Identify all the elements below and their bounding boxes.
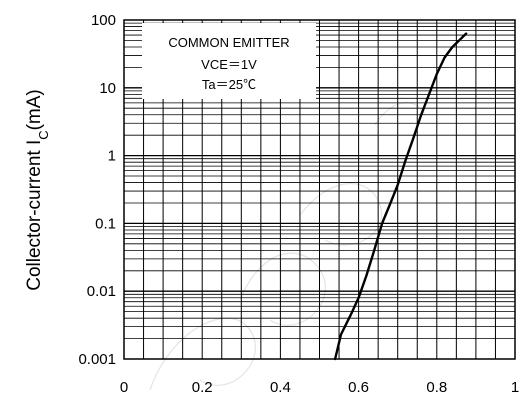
x-tick-label: 0.6	[348, 379, 369, 396]
plot-frame	[123, 19, 516, 360]
series-group	[333, 32, 468, 361]
y-tick-label: 0.001	[78, 351, 116, 368]
annotation-box: COMMON EMITTER VCE＝1V Ta＝25℃	[142, 23, 316, 99]
x-tick-label: 0.4	[270, 379, 291, 396]
x-tick-label: 0.2	[192, 379, 213, 396]
y-tick-label: 10	[99, 80, 116, 97]
annotation-line-1: COMMON EMITTER	[168, 35, 289, 50]
y-axis-label: Collector-current IC(mA)	[24, 89, 51, 291]
y-tick-label: 0.1	[95, 215, 116, 232]
y-tick-label: 100	[91, 12, 116, 29]
x-tick-label: 0.8	[426, 379, 447, 396]
watermark	[149, 102, 426, 391]
annotation-line-3: Ta＝25℃	[202, 77, 256, 92]
series-line	[333, 32, 468, 361]
x-tick-labels: 0 0.2 0.4 0.6 0.8 1	[120, 379, 519, 396]
y-tick-label: 0.01	[87, 283, 116, 300]
x-tick-label: 0	[120, 379, 128, 396]
y-tick-label: 1	[108, 148, 116, 165]
x-tick-label: 1	[511, 379, 519, 396]
y-axis-label-unit: (mA)	[24, 89, 45, 130]
y-axis-label-main: Collector-current I	[24, 140, 45, 291]
annotation-line-2: VCE＝1V	[201, 57, 257, 72]
y-axis-label-subscript: C	[36, 130, 51, 139]
y-tick-labels: 0.001 0.01 0.1 1 10 100	[78, 12, 116, 368]
